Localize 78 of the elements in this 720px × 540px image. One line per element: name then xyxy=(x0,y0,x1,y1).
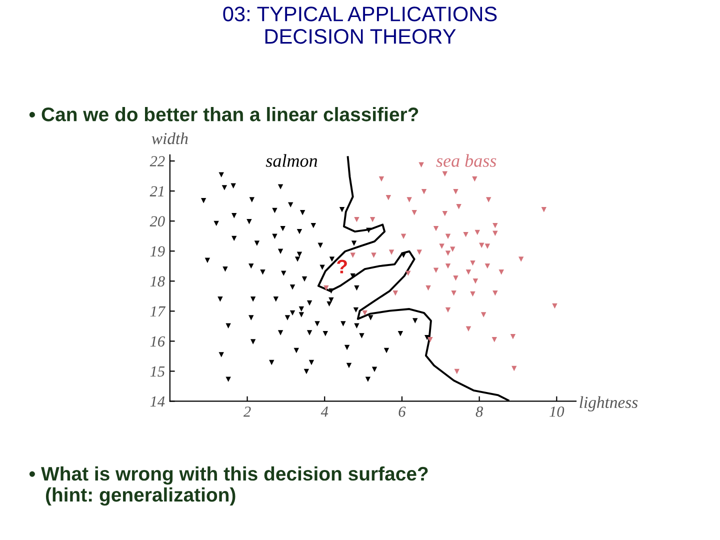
point xyxy=(426,285,431,291)
x-tick-label: 10 xyxy=(550,406,564,417)
point xyxy=(518,256,524,262)
point xyxy=(350,252,356,258)
point xyxy=(486,197,492,202)
point xyxy=(512,366,517,372)
point xyxy=(445,307,451,313)
y-tick-label: 19 xyxy=(150,246,165,257)
point xyxy=(400,234,406,239)
point xyxy=(492,337,497,342)
point xyxy=(510,334,516,340)
y-tick-label: 14 xyxy=(150,396,165,407)
point xyxy=(470,260,476,266)
point xyxy=(450,246,456,252)
point xyxy=(371,252,376,258)
y-tick-label: 21 xyxy=(150,186,164,196)
point xyxy=(470,291,476,297)
point xyxy=(418,162,424,168)
point xyxy=(416,250,422,255)
x-tick-label: 6 xyxy=(398,406,406,417)
point xyxy=(386,195,392,200)
point xyxy=(466,326,472,332)
point xyxy=(428,337,433,342)
point xyxy=(453,189,458,194)
series-label: salmon xyxy=(266,154,318,167)
y-tick-label: 18 xyxy=(150,276,165,287)
point xyxy=(442,171,448,176)
point xyxy=(442,210,448,216)
point xyxy=(463,232,468,238)
point xyxy=(378,176,384,182)
point xyxy=(484,263,490,269)
point xyxy=(498,269,504,275)
point xyxy=(392,290,398,296)
y-tick-label: 17 xyxy=(150,306,166,316)
x-tick-label: 2 xyxy=(243,406,251,417)
text: • What is wrong with this decision surface? (hint: generalization) xyxy=(29,466,428,506)
point xyxy=(492,222,498,228)
point xyxy=(433,268,439,273)
y-tick-label: 20 xyxy=(150,216,165,226)
x-tick-label: 8 xyxy=(476,406,483,417)
series-label: sea bass xyxy=(436,154,496,167)
x-tick-label: 4 xyxy=(320,406,328,417)
point xyxy=(362,310,368,316)
point xyxy=(388,250,394,255)
point xyxy=(492,230,498,236)
point xyxy=(541,207,546,212)
point xyxy=(492,290,498,296)
point xyxy=(412,210,417,216)
annotation: ? xyxy=(337,260,347,274)
x-axis-title: lightness xyxy=(580,396,638,412)
point xyxy=(454,368,460,374)
point xyxy=(324,285,329,291)
chart-subtitle: • Can we do better than a linear classifier? xyxy=(29,107,418,122)
y-tick-label: 15 xyxy=(150,366,165,377)
point xyxy=(406,197,412,202)
point xyxy=(474,230,480,236)
point xyxy=(456,204,462,210)
point xyxy=(433,226,439,232)
point xyxy=(480,312,486,318)
point xyxy=(445,234,451,239)
point xyxy=(406,270,411,276)
y-axis-title: width xyxy=(152,132,188,144)
point xyxy=(484,244,490,249)
point xyxy=(472,176,478,182)
point xyxy=(421,189,427,194)
y-tick-label: 22 xyxy=(150,156,165,166)
point xyxy=(552,303,558,309)
point xyxy=(445,250,451,256)
y-tick-label: 16 xyxy=(150,336,165,347)
point xyxy=(439,244,444,249)
point xyxy=(354,216,360,222)
point xyxy=(451,290,456,296)
point xyxy=(445,263,451,269)
point xyxy=(472,278,478,284)
point xyxy=(453,276,458,281)
point xyxy=(466,269,472,275)
point xyxy=(370,216,376,222)
chart-title: 03: TYPICAL APPLICATIONS DECISION THEORY xyxy=(223,6,497,44)
